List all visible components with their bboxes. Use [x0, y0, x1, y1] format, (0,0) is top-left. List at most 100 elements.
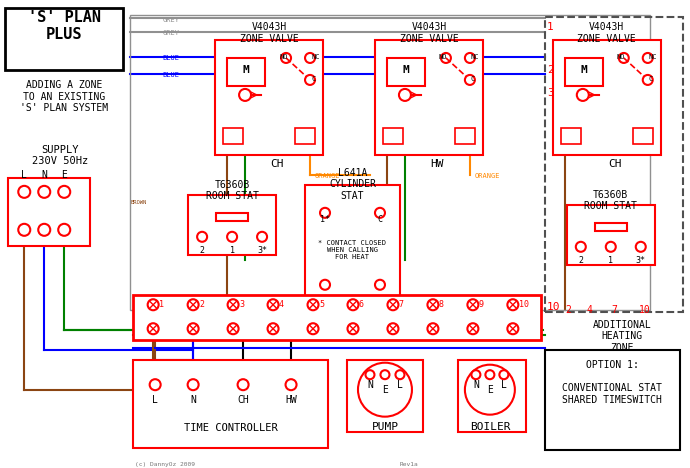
Bar	[595, 223, 627, 231]
Circle shape	[441, 53, 451, 63]
Circle shape	[320, 208, 330, 218]
Bar	[383, 128, 403, 144]
Circle shape	[150, 379, 161, 390]
Circle shape	[643, 53, 653, 63]
Text: V4043H
ZONE VALVE: V4043H ZONE VALVE	[400, 22, 458, 44]
Text: SUPPLY
230V 50Hz: SUPPLY 230V 50Hz	[32, 145, 88, 167]
Text: 5: 5	[319, 300, 324, 309]
Bar	[347, 360, 423, 431]
Bar	[6, 8, 124, 70]
Text: 3*: 3*	[635, 256, 646, 265]
Text: 4: 4	[279, 300, 284, 309]
Text: 2: 2	[565, 305, 571, 315]
Text: 10: 10	[639, 305, 651, 315]
Bar	[633, 128, 653, 144]
Bar	[545, 17, 682, 312]
Text: 1*: 1*	[320, 215, 330, 224]
Text: NC: NC	[649, 54, 658, 60]
Circle shape	[427, 299, 438, 310]
Text: NC: NC	[471, 54, 480, 60]
Text: 10: 10	[547, 302, 560, 312]
Text: 3: 3	[239, 300, 244, 309]
Text: PUMP: PUMP	[371, 422, 398, 431]
Text: L: L	[21, 170, 27, 180]
Circle shape	[58, 224, 70, 236]
Text: BLUE: BLUE	[162, 55, 179, 61]
Bar	[561, 128, 581, 144]
Bar	[223, 128, 243, 144]
Text: 1: 1	[230, 246, 235, 255]
Circle shape	[281, 53, 291, 63]
Circle shape	[58, 186, 70, 198]
Text: BROWN: BROWN	[130, 200, 146, 205]
Circle shape	[507, 299, 518, 310]
Text: C: C	[311, 76, 315, 82]
Circle shape	[577, 89, 589, 101]
Text: 7: 7	[612, 305, 618, 315]
Circle shape	[500, 370, 509, 379]
Bar	[553, 40, 661, 155]
Text: 3*: 3*	[257, 246, 267, 255]
Bar	[375, 40, 483, 155]
Circle shape	[188, 323, 199, 334]
Circle shape	[465, 53, 475, 63]
Circle shape	[305, 75, 315, 85]
Circle shape	[606, 242, 615, 252]
Circle shape	[148, 323, 159, 334]
Bar	[545, 350, 680, 450]
Text: 6: 6	[359, 300, 364, 309]
Circle shape	[188, 379, 199, 390]
Text: V4043H
ZONE VALVE: V4043H ZONE VALVE	[239, 22, 299, 44]
Bar	[133, 360, 328, 447]
Circle shape	[228, 323, 239, 334]
Circle shape	[320, 280, 330, 290]
Text: 2: 2	[199, 300, 204, 309]
Bar	[295, 128, 315, 144]
Circle shape	[239, 89, 251, 101]
Text: N: N	[367, 380, 373, 390]
Circle shape	[643, 75, 653, 85]
Circle shape	[465, 365, 515, 415]
Circle shape	[228, 299, 239, 310]
Circle shape	[375, 280, 385, 290]
Circle shape	[197, 232, 207, 242]
Text: T6360B
ROOM STAT: T6360B ROOM STAT	[206, 180, 259, 201]
Text: Rev1a: Rev1a	[400, 461, 419, 467]
Text: 4: 4	[587, 305, 593, 315]
Circle shape	[388, 323, 398, 334]
Circle shape	[257, 232, 267, 242]
Circle shape	[366, 370, 375, 379]
Text: TIME CONTROLLER: TIME CONTROLLER	[184, 423, 277, 432]
Text: N: N	[190, 395, 196, 405]
Circle shape	[348, 299, 359, 310]
Text: C: C	[377, 215, 382, 224]
Circle shape	[380, 370, 389, 379]
Text: 2: 2	[199, 246, 205, 255]
Circle shape	[467, 299, 478, 310]
Text: NO: NO	[439, 54, 447, 60]
Text: GREY: GREY	[162, 30, 179, 36]
Text: GREY: GREY	[162, 17, 179, 23]
Circle shape	[305, 53, 315, 63]
Text: M: M	[580, 65, 587, 75]
Circle shape	[308, 323, 319, 334]
Text: (c) DannyOz 2009: (c) DannyOz 2009	[135, 461, 195, 467]
Text: CH: CH	[237, 395, 249, 405]
Bar	[130, 15, 650, 310]
Text: 1: 1	[547, 22, 553, 32]
Text: NC: NC	[311, 54, 319, 60]
Circle shape	[286, 379, 297, 390]
Text: OPTION 1:

CONVENTIONAL STAT
SHARED TIMESWITCH: OPTION 1: CONVENTIONAL STAT SHARED TIMES…	[562, 360, 662, 404]
Bar	[215, 40, 323, 155]
Text: E: E	[61, 170, 67, 180]
Circle shape	[388, 299, 398, 310]
Text: 10: 10	[519, 300, 529, 309]
Text: BLUE: BLUE	[162, 72, 179, 78]
Text: 8: 8	[439, 300, 444, 309]
Bar	[188, 195, 276, 255]
Bar	[227, 58, 265, 86]
Circle shape	[395, 370, 404, 379]
Text: CH: CH	[270, 159, 284, 169]
Text: HW: HW	[285, 395, 297, 405]
Bar	[216, 213, 248, 221]
